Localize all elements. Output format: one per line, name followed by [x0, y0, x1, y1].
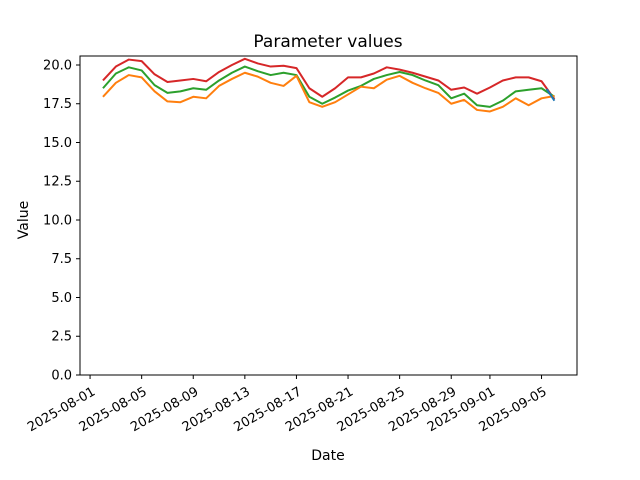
- red-line: [102, 57, 556, 100]
- y-tick-label: 17.5: [43, 97, 72, 112]
- orange-line: [102, 71, 555, 113]
- y-tick-label: 2.5: [51, 330, 72, 345]
- green-line: [102, 65, 555, 108]
- y-tick-label: 0.0: [51, 369, 72, 384]
- y-tick-label: 12.5: [43, 175, 72, 190]
- chart-title: Parameter values: [253, 32, 402, 52]
- y-axis-label: Value: [16, 201, 32, 239]
- axes-frame: [79, 55, 578, 376]
- y-tick-label: 20.0: [43, 58, 72, 73]
- y-tick-label: 10.0: [43, 213, 72, 228]
- y-tick-label: 7.5: [51, 252, 72, 267]
- y-tick-label: 5.0: [51, 291, 72, 306]
- y-tick-label: 15.0: [43, 136, 72, 151]
- plot-area: 0.02.55.07.510.012.515.017.520.02025-08-…: [25, 55, 578, 435]
- blue-tail-segment: [545, 88, 556, 102]
- x-axis-label: Date: [311, 448, 344, 464]
